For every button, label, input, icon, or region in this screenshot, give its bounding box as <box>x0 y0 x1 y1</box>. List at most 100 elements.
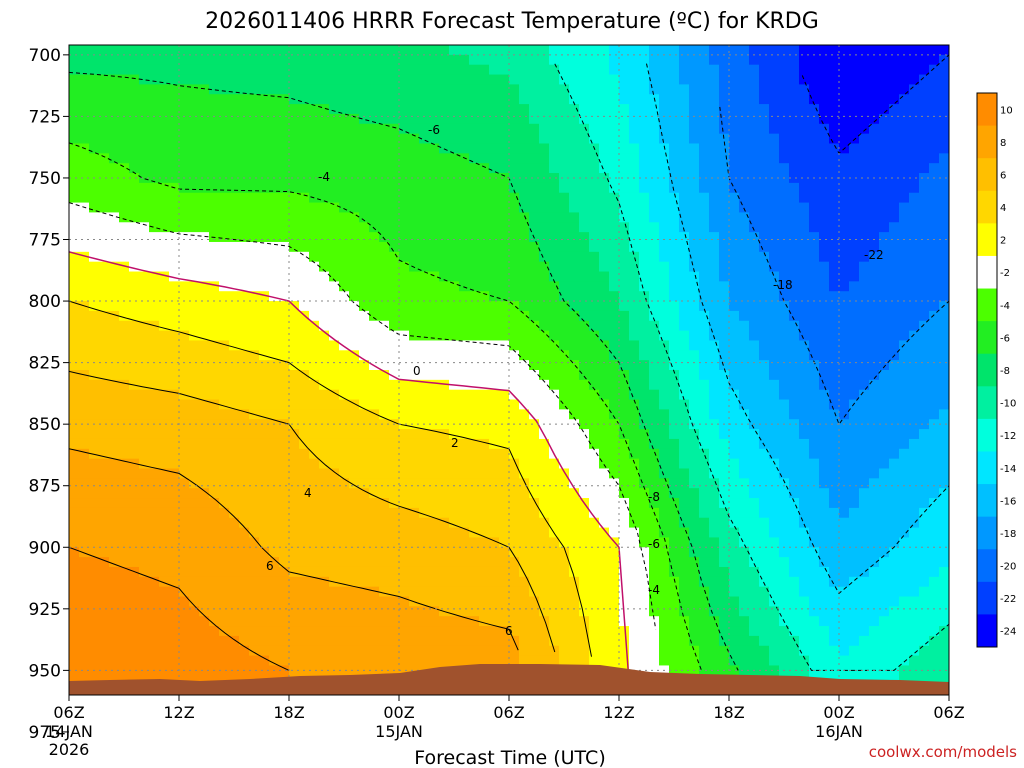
temp-cell <box>249 429 260 440</box>
temp-cell <box>519 281 530 292</box>
temp-cell <box>369 626 380 637</box>
temp-cell <box>419 468 430 479</box>
temp-cell <box>519 143 530 154</box>
temp-cell <box>629 507 640 519</box>
temp-cell <box>589 113 600 125</box>
temp-cell <box>649 251 660 263</box>
temp-cell <box>379 468 390 479</box>
temp-cell <box>309 301 320 312</box>
temp-cell <box>689 626 700 637</box>
temp-cell <box>469 222 480 233</box>
temp-cell <box>719 370 730 381</box>
temp-cell <box>109 281 120 292</box>
temp-cell <box>229 74 240 85</box>
temp-cell <box>199 478 210 489</box>
temp-cell <box>159 409 170 420</box>
temp-cell <box>649 409 660 420</box>
temp-cell <box>279 557 290 568</box>
temp-cell <box>239 251 250 263</box>
temp-cell <box>759 212 770 223</box>
temp-cell <box>189 606 200 617</box>
temp-cell <box>379 557 390 568</box>
temp-cell <box>619 360 630 371</box>
temp-cell <box>739 54 750 66</box>
temp-cell <box>749 45 760 56</box>
temp-cell <box>69 291 80 302</box>
temp-cell <box>239 566 250 578</box>
temp-cell <box>329 586 340 598</box>
temp-cell <box>429 173 440 184</box>
temp-cell <box>479 281 490 292</box>
temp-cell <box>279 596 290 607</box>
temp-cell <box>589 251 600 263</box>
temp-cell <box>449 635 460 647</box>
temp-cell <box>99 576 110 588</box>
temp-cell <box>649 84 660 95</box>
temp-cell <box>119 104 130 115</box>
temp-cell <box>399 54 410 66</box>
temp-cell <box>619 261 630 273</box>
temp-cell <box>79 498 90 509</box>
temp-cell <box>749 202 760 214</box>
temp-cell <box>469 389 480 401</box>
temp-cell <box>159 547 170 558</box>
temp-cell <box>389 409 400 420</box>
temp-cell <box>209 586 220 598</box>
temp-cell <box>179 212 190 223</box>
temp-cell <box>659 399 670 410</box>
temp-cell <box>749 241 760 253</box>
temp-cell <box>709 547 720 558</box>
temp-cell <box>329 507 340 519</box>
temp-cell <box>109 527 120 539</box>
temp-cell <box>719 645 730 657</box>
temp-cell <box>709 202 720 214</box>
temp-cell <box>559 606 570 617</box>
temp-cell <box>289 350 300 361</box>
temp-cell <box>769 45 780 56</box>
temp-cell <box>369 261 380 273</box>
temp-cell <box>599 517 610 529</box>
temp-cell <box>229 320 240 332</box>
temp-cell <box>139 389 150 401</box>
temp-cell <box>129 537 140 548</box>
temp-cell <box>749 74 760 85</box>
temp-cell <box>279 54 290 66</box>
temp-cell <box>209 133 220 145</box>
temp-cell <box>639 645 650 657</box>
temp-cell <box>339 291 350 302</box>
temp-cell <box>499 84 510 95</box>
temp-cell <box>259 635 270 647</box>
temp-cell <box>569 586 580 598</box>
temp-cell <box>449 488 460 499</box>
temp-cell <box>699 182 710 194</box>
temp-cell <box>269 557 280 568</box>
temp-cell <box>229 241 240 253</box>
temp-cell <box>519 458 530 470</box>
temp-cell <box>269 389 280 401</box>
temp-cell <box>189 291 200 302</box>
temp-cell <box>349 310 360 322</box>
temp-cell <box>269 429 280 440</box>
temp-cell <box>649 360 660 371</box>
temp-cell <box>589 586 600 598</box>
temp-cell <box>719 133 730 145</box>
temp-cell <box>389 429 400 440</box>
temp-cell <box>319 438 330 450</box>
temp-cell <box>119 527 130 539</box>
temp-cell <box>309 153 320 164</box>
temp-cell <box>319 350 330 361</box>
temp-cell <box>759 438 770 450</box>
temp-cell <box>209 45 220 56</box>
temp-cell <box>649 379 660 391</box>
temp-cell <box>379 104 390 115</box>
temp-cell <box>589 468 600 479</box>
temp-cell <box>539 527 550 539</box>
temp-cell <box>329 133 340 145</box>
temp-cell <box>139 409 150 420</box>
temp-cell <box>809 507 820 519</box>
temp-cell <box>629 163 640 174</box>
temp-cell <box>419 409 430 420</box>
temp-cell <box>479 104 490 115</box>
temp-cell <box>459 271 470 282</box>
temp-cell <box>529 74 540 85</box>
